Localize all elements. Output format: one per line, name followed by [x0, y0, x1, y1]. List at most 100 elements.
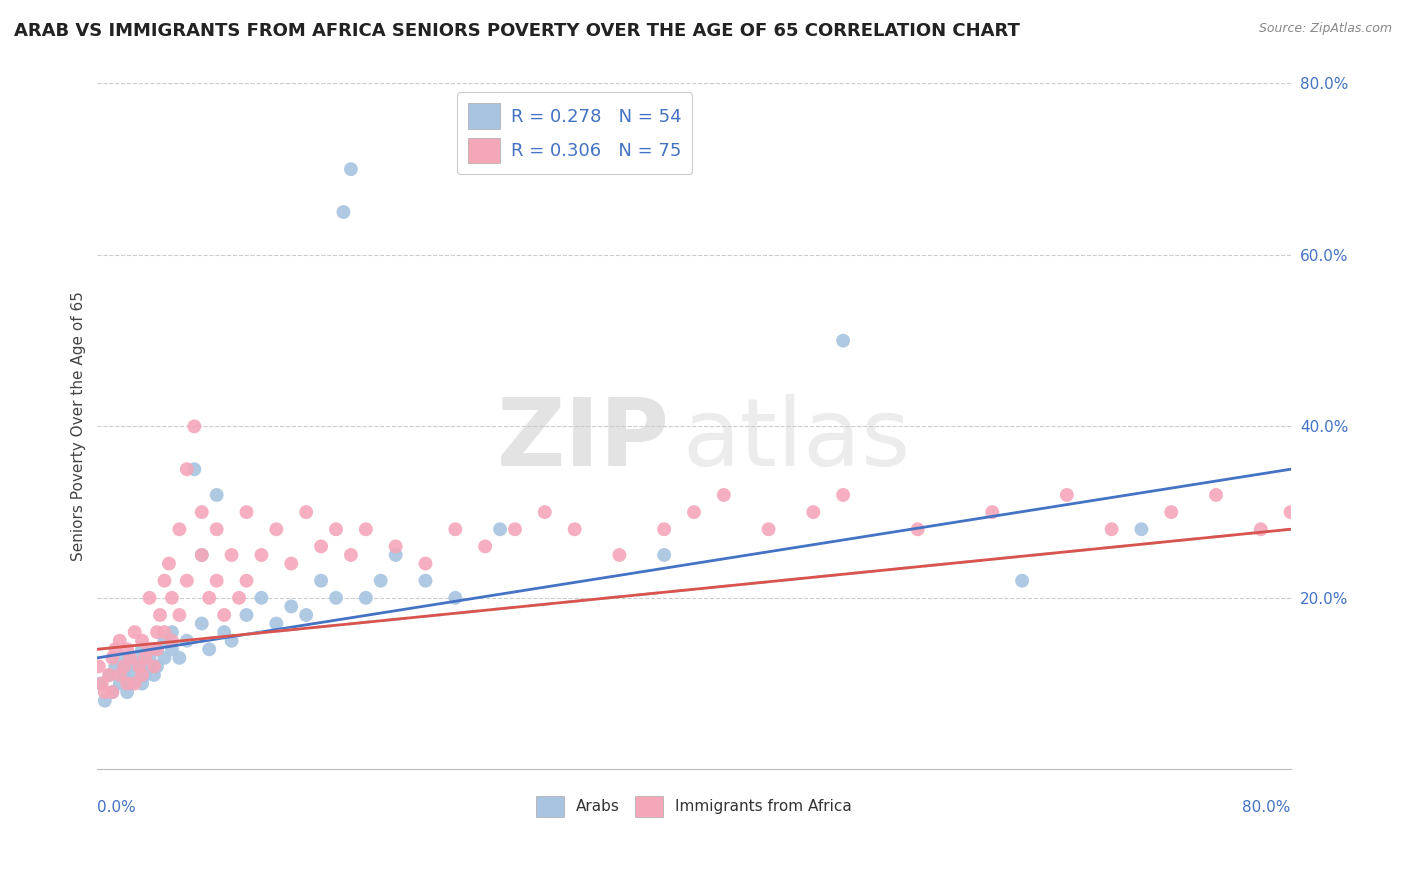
Text: 80.0%: 80.0%: [1243, 800, 1291, 815]
Point: [713, 488, 735, 502]
Point: [384, 540, 406, 554]
Point: [1011, 574, 1033, 588]
Point: [332, 205, 354, 219]
Point: [138, 651, 160, 665]
Point: [474, 540, 496, 554]
Point: [134, 651, 156, 665]
Point: [652, 548, 675, 562]
Point: [176, 574, 198, 588]
Point: [354, 591, 377, 605]
Text: 0.0%: 0.0%: [97, 800, 136, 815]
Point: [280, 599, 302, 614]
Point: [138, 642, 160, 657]
Point: [94, 685, 117, 699]
Point: [190, 548, 212, 562]
Point: [212, 625, 235, 640]
Point: [160, 642, 183, 657]
Point: [250, 548, 273, 562]
Point: [131, 642, 153, 657]
Point: [128, 659, 150, 673]
Point: [169, 522, 191, 536]
Point: [176, 633, 198, 648]
Point: [153, 633, 176, 648]
Point: [124, 651, 146, 665]
Point: [143, 668, 166, 682]
Point: [1205, 488, 1227, 502]
Point: [340, 162, 363, 177]
Point: [309, 574, 332, 588]
Point: [169, 651, 191, 665]
Point: [124, 676, 146, 690]
Point: [235, 505, 257, 519]
Point: [295, 607, 318, 622]
Point: [183, 419, 205, 434]
Point: [153, 574, 176, 588]
Point: [221, 548, 243, 562]
Point: [683, 505, 706, 519]
Point: [1160, 505, 1182, 519]
Point: [384, 548, 406, 562]
Point: [128, 659, 150, 673]
Y-axis label: Seniors Poverty Over the Age of 65: Seniors Poverty Over the Age of 65: [72, 292, 86, 561]
Point: [90, 676, 112, 690]
Point: [120, 676, 142, 690]
Point: [101, 685, 124, 699]
Point: [190, 548, 212, 562]
Point: [131, 676, 153, 690]
Point: [160, 633, 183, 648]
Point: [266, 616, 288, 631]
Legend: Arabs, Immigrants from Africa: Arabs, Immigrants from Africa: [530, 789, 858, 823]
Point: [907, 522, 929, 536]
Point: [354, 522, 377, 536]
Point: [104, 642, 127, 657]
Point: [176, 462, 198, 476]
Point: [169, 607, 191, 622]
Point: [112, 659, 135, 673]
Point: [801, 505, 824, 519]
Point: [212, 607, 235, 622]
Point: [153, 651, 176, 665]
Point: [533, 505, 555, 519]
Point: [609, 548, 631, 562]
Point: [280, 557, 302, 571]
Point: [146, 659, 169, 673]
Point: [153, 625, 176, 640]
Point: [198, 591, 221, 605]
Point: [112, 668, 135, 682]
Point: [489, 522, 512, 536]
Point: [138, 591, 160, 605]
Point: [108, 651, 131, 665]
Point: [415, 574, 437, 588]
Point: [101, 685, 124, 699]
Point: [444, 522, 467, 536]
Point: [205, 488, 228, 502]
Point: [198, 642, 221, 657]
Point: [503, 522, 526, 536]
Point: [564, 522, 586, 536]
Point: [1279, 505, 1302, 519]
Point: [134, 668, 156, 682]
Point: [190, 616, 212, 631]
Point: [832, 488, 855, 502]
Point: [235, 607, 257, 622]
Point: [146, 642, 169, 657]
Point: [832, 334, 855, 348]
Point: [221, 633, 243, 648]
Point: [108, 676, 131, 690]
Point: [115, 642, 138, 657]
Point: [87, 659, 110, 673]
Point: [124, 668, 146, 682]
Point: [325, 591, 347, 605]
Point: [108, 633, 131, 648]
Point: [370, 574, 392, 588]
Point: [101, 651, 124, 665]
Text: Source: ZipAtlas.com: Source: ZipAtlas.com: [1258, 22, 1392, 36]
Text: ARAB VS IMMIGRANTS FROM AFRICA SENIORS POVERTY OVER THE AGE OF 65 CORRELATION CH: ARAB VS IMMIGRANTS FROM AFRICA SENIORS P…: [14, 22, 1019, 40]
Point: [652, 522, 675, 536]
Point: [131, 633, 153, 648]
Point: [1101, 522, 1123, 536]
Text: atlas: atlas: [682, 394, 910, 486]
Point: [131, 668, 153, 682]
Point: [143, 659, 166, 673]
Text: ZIP: ZIP: [498, 394, 671, 486]
